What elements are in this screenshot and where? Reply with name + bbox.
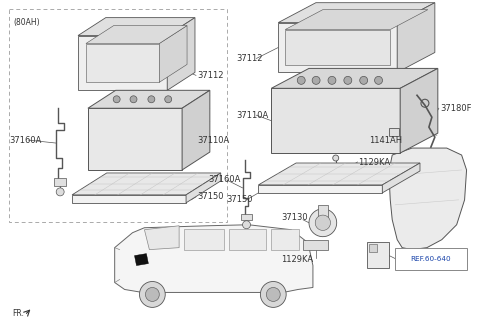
- Polygon shape: [86, 43, 159, 82]
- Text: 37180F: 37180F: [440, 104, 471, 113]
- Polygon shape: [389, 148, 467, 250]
- Circle shape: [242, 221, 251, 229]
- Text: REF.60-640: REF.60-640: [410, 256, 451, 262]
- Circle shape: [344, 77, 352, 84]
- Bar: [9, 9, 227, 222]
- Polygon shape: [400, 68, 438, 153]
- Polygon shape: [389, 128, 399, 136]
- Text: 37110A: 37110A: [237, 111, 269, 120]
- Polygon shape: [397, 3, 435, 72]
- Polygon shape: [88, 108, 182, 170]
- Circle shape: [148, 96, 155, 103]
- Circle shape: [260, 282, 286, 307]
- Polygon shape: [78, 18, 195, 36]
- Polygon shape: [309, 209, 336, 237]
- Text: 1141AH: 1141AH: [370, 136, 403, 145]
- Circle shape: [328, 77, 336, 84]
- Polygon shape: [395, 248, 467, 269]
- Polygon shape: [318, 205, 328, 221]
- Polygon shape: [331, 170, 341, 175]
- Polygon shape: [258, 163, 420, 185]
- Polygon shape: [72, 173, 221, 195]
- Polygon shape: [115, 225, 313, 292]
- Circle shape: [145, 287, 159, 301]
- Polygon shape: [315, 215, 330, 231]
- Polygon shape: [240, 214, 252, 220]
- Polygon shape: [72, 195, 186, 203]
- Polygon shape: [271, 229, 299, 250]
- Text: (80AH): (80AH): [13, 18, 40, 26]
- Polygon shape: [303, 240, 328, 250]
- Polygon shape: [78, 36, 167, 90]
- Circle shape: [165, 96, 172, 103]
- Text: 37150: 37150: [227, 195, 253, 204]
- Text: 1129KA: 1129KA: [359, 158, 391, 166]
- Polygon shape: [285, 29, 390, 65]
- Polygon shape: [134, 254, 148, 266]
- Circle shape: [312, 77, 320, 84]
- Text: 37150: 37150: [197, 192, 224, 201]
- Polygon shape: [182, 90, 210, 170]
- Polygon shape: [285, 10, 428, 29]
- Circle shape: [266, 287, 280, 301]
- Polygon shape: [159, 26, 187, 82]
- Text: FR.: FR.: [12, 309, 24, 318]
- Polygon shape: [167, 18, 195, 90]
- Polygon shape: [271, 68, 438, 88]
- Polygon shape: [228, 229, 266, 250]
- Polygon shape: [258, 185, 382, 193]
- Circle shape: [56, 188, 64, 196]
- Circle shape: [374, 77, 383, 84]
- Polygon shape: [370, 244, 377, 251]
- Text: 37130: 37130: [281, 213, 308, 222]
- Polygon shape: [271, 88, 400, 153]
- Circle shape: [360, 77, 368, 84]
- Polygon shape: [368, 242, 389, 267]
- Circle shape: [297, 77, 305, 84]
- Text: 37112: 37112: [197, 71, 224, 80]
- Circle shape: [333, 155, 339, 161]
- Polygon shape: [382, 163, 420, 193]
- Polygon shape: [88, 90, 210, 108]
- Polygon shape: [278, 3, 435, 23]
- Circle shape: [130, 96, 137, 103]
- Circle shape: [113, 96, 120, 103]
- Polygon shape: [186, 173, 221, 203]
- Text: 37160A: 37160A: [10, 136, 42, 145]
- Text: 37160A: 37160A: [208, 175, 240, 184]
- Text: 1129KA: 1129KA: [281, 255, 313, 264]
- Circle shape: [140, 282, 165, 307]
- Text: 37112: 37112: [237, 54, 263, 63]
- Polygon shape: [54, 178, 66, 186]
- Polygon shape: [184, 229, 224, 250]
- Polygon shape: [86, 26, 187, 43]
- Polygon shape: [144, 226, 179, 250]
- Text: 37110A: 37110A: [197, 136, 229, 145]
- Polygon shape: [278, 23, 397, 72]
